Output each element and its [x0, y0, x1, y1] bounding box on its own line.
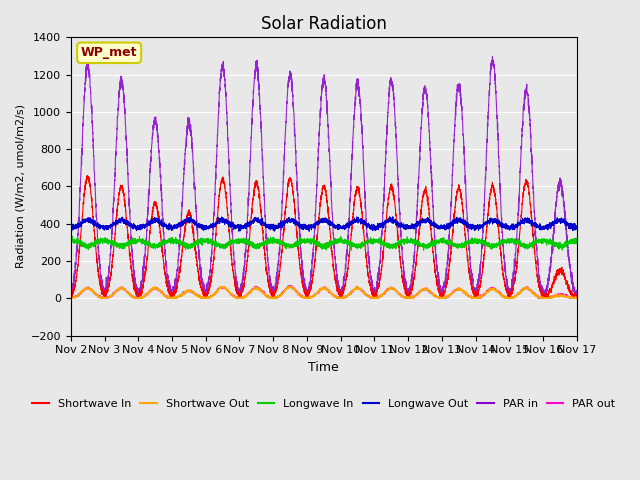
X-axis label: Time: Time — [308, 361, 339, 374]
Y-axis label: Radiation (W/m2, umol/m2/s): Radiation (W/m2, umol/m2/s) — [15, 105, 25, 268]
Legend: Shortwave In, Shortwave Out, Longwave In, Longwave Out, PAR in, PAR out: Shortwave In, Shortwave Out, Longwave In… — [28, 395, 620, 414]
Text: WP_met: WP_met — [81, 46, 138, 60]
Title: Solar Radiation: Solar Radiation — [261, 15, 387, 33]
